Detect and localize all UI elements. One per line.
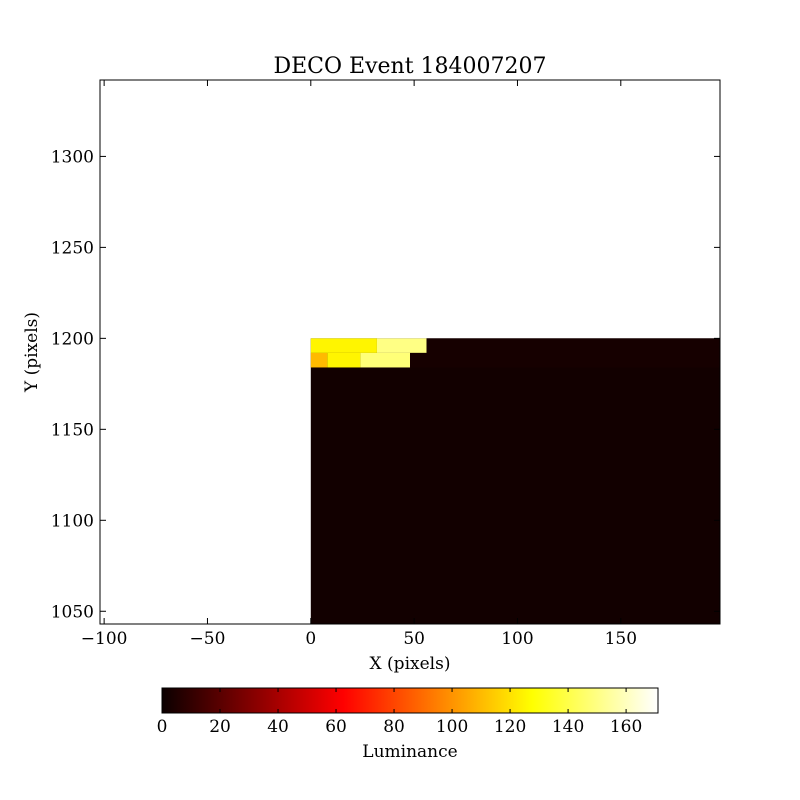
y-axis-label: Y (pixels): [22, 312, 42, 393]
colorbar-gradient: [161, 687, 659, 714]
y-tick-label: 1150: [51, 420, 94, 440]
heatmap-cell-0: [310, 338, 377, 353]
plot-frame: [99, 79, 721, 625]
y-tick-label: 1250: [51, 238, 94, 258]
colorbar-tick-label: 160: [610, 717, 642, 737]
y-tick-label: 1050: [51, 602, 94, 622]
heatmap-cell-4: [360, 352, 410, 368]
colorbar-label: Luminance: [362, 742, 457, 762]
heatmap-cell-2: [310, 352, 328, 368]
x-tick-label: −50: [190, 629, 226, 649]
colorbar-tick-label: 60: [325, 717, 347, 737]
colorbar-tick-label: 20: [209, 717, 231, 737]
x-axis-label: X (pixels): [370, 654, 451, 674]
colorbar-tick-label: 80: [383, 717, 405, 737]
heatmap-cell-6: [410, 352, 720, 368]
colorbar-tick-label: 40: [267, 717, 289, 737]
x-axis-ticks: −100 −50 0 50 100 150: [81, 80, 637, 649]
x-tick-label: 100: [501, 629, 533, 649]
heatmap-cell-1: [376, 338, 427, 353]
x-tick-label: −100: [81, 629, 128, 649]
colorbar-tick-label: 120: [494, 717, 526, 737]
colorbar-tick-label: 0: [157, 717, 168, 737]
heatmap-background: [310, 338, 720, 624]
heatmap-image: [310, 338, 720, 624]
y-axis-ticks: 1050 1100 1150 1200 1250 1300: [51, 147, 720, 622]
y-tick-label: 1300: [51, 147, 94, 167]
chart-title: DECO Event 184007207: [273, 54, 546, 79]
colorbar-tick-label: 100: [436, 717, 468, 737]
y-tick-label: 1200: [51, 329, 94, 349]
heatmap-cell-3: [327, 352, 361, 368]
y-tick-label: 1100: [51, 511, 94, 531]
colorbar-ticks: 0 20 40 60 80 100 120 140 160: [157, 688, 642, 737]
x-tick-label: 50: [403, 629, 425, 649]
x-tick-label: 150: [605, 629, 637, 649]
colorbar-tick-label: 140: [552, 717, 584, 737]
x-tick-label: 0: [305, 629, 316, 649]
heatmap-cell-5: [426, 338, 720, 353]
